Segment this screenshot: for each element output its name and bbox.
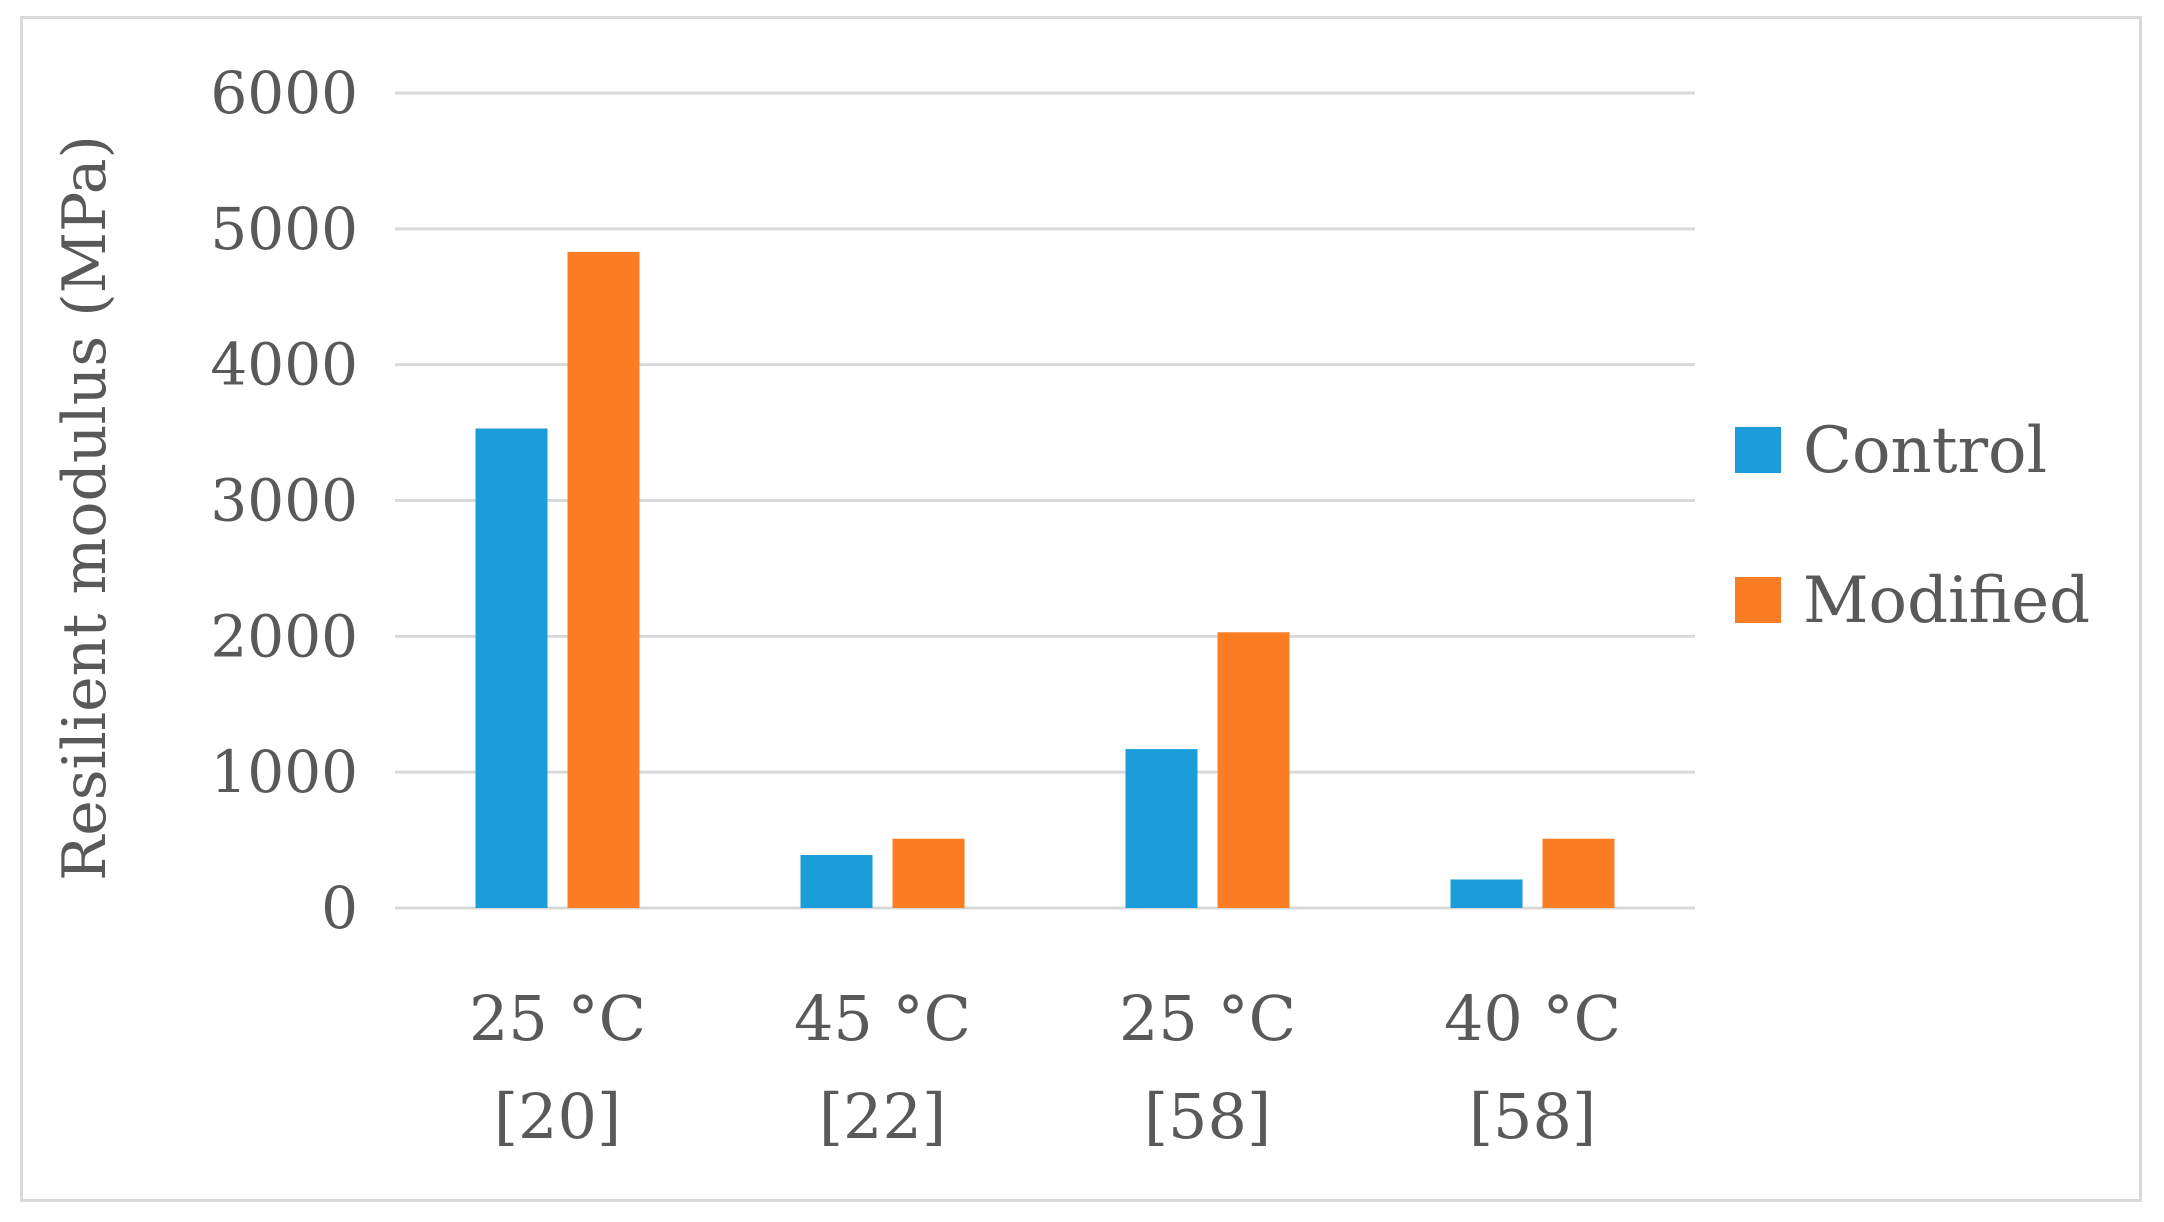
x-category-label-line: 45 °C	[794, 982, 971, 1055]
legend-swatch-control	[1735, 427, 1781, 473]
bar-modified	[567, 251, 640, 909]
x-category-label-line: 40 °C	[1444, 982, 1621, 1055]
y-tick-label: 1000	[210, 738, 358, 806]
x-axis-category-labels: 25 °C [20] 45 °C [22] 25 °C [58] 40 °C [58]	[469, 982, 1621, 1153]
y-tick-label: 4000	[210, 331, 358, 399]
bars	[475, 251, 1615, 909]
y-tick-label: 5000	[210, 195, 358, 263]
y-axis-tick-labels: 0 1000 2000 3000 4000 5000 6000	[210, 59, 358, 942]
chart-frame	[20, 16, 2142, 1202]
x-category-label-line: [20]	[494, 1080, 621, 1153]
x-category-label-line: [58]	[1144, 1080, 1271, 1153]
x-category-label-line: 25 °C	[1119, 982, 1296, 1055]
bar-modified	[1542, 838, 1615, 908]
legend-label-modified: Modified	[1803, 564, 2090, 638]
x-category-label-line: [58]	[1469, 1080, 1596, 1153]
bar-control	[1450, 879, 1523, 908]
x-category-label: 45 °C [22]	[794, 982, 971, 1153]
x-category-label-line: 25 °C	[469, 982, 646, 1055]
legend-label-control: Control	[1803, 414, 2047, 488]
bar-modified	[892, 838, 965, 908]
y-tick-label: 2000	[210, 602, 358, 670]
legend-swatch-modified	[1735, 577, 1781, 623]
y-tick-label: 6000	[210, 59, 358, 127]
bar-control	[475, 428, 548, 908]
bar-control	[1125, 749, 1198, 908]
bar-modified	[1217, 632, 1290, 908]
x-category-label: 25 °C [58]	[1119, 982, 1296, 1153]
legend: Control Modified	[1735, 414, 2090, 638]
bar-control	[800, 855, 873, 908]
y-tick-label: 0	[321, 874, 358, 942]
x-category-label-line: [22]	[819, 1080, 946, 1153]
x-category-label: 25 °C [20]	[469, 982, 646, 1153]
x-category-label: 40 °C [58]	[1444, 982, 1621, 1153]
y-axis-title: Resilient modulus (MPa)	[50, 135, 120, 881]
y-tick-label: 3000	[210, 467, 358, 535]
